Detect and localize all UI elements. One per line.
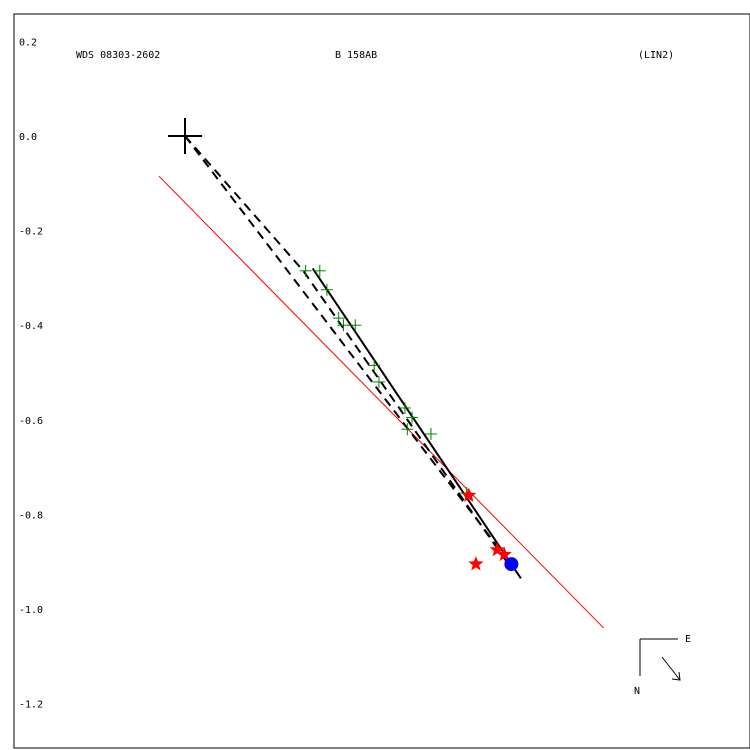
y-tick-label: -0.6: [19, 416, 43, 427]
y-tick-label: -1.2: [19, 700, 43, 711]
motion-direction-arrowhead: [671, 671, 681, 681]
y-tick-label: -0.2: [19, 227, 43, 238]
y-tick-label: 0.2: [19, 37, 37, 48]
y-tick-label: -0.4: [19, 321, 43, 332]
fit-line: [158, 175, 604, 629]
y-tick-label: -0.8: [19, 510, 43, 521]
speckle-point: [489, 541, 505, 557]
y-tick-label: -1.0: [19, 605, 43, 616]
speckle-point: [468, 556, 484, 571]
compass-east-label: E: [685, 634, 691, 645]
y-tick-label: 0.0: [19, 132, 37, 143]
primary-star-marker: [168, 118, 202, 154]
y-axis-ticks: 0.2 0.0 -0.2 -0.4 -0.6 -0.8 -1.0 -1.2: [19, 37, 43, 710]
header-left: WDS 08303-2602: [76, 50, 160, 61]
predicted-point: [504, 557, 519, 572]
motion-line-layer: [311, 267, 522, 579]
compass: E N: [634, 634, 691, 697]
dashed-paths-layer: [184, 135, 510, 563]
fit-line-layer: [158, 175, 604, 629]
motion-line: [311, 267, 522, 579]
header-center: B 158AB: [335, 50, 377, 61]
header-right: (LIN2): [638, 50, 674, 61]
motion-direction-arrow: [661, 656, 681, 681]
speckle-markers: [461, 487, 512, 571]
speckle-point: [461, 487, 477, 502]
predicted-markers: [504, 557, 519, 572]
dashed-path: [184, 135, 510, 563]
speckle-point: [496, 546, 512, 562]
observation-markers: [299, 264, 473, 500]
compass-north-label: N: [634, 686, 640, 697]
plot-frame: [13, 13, 750, 749]
